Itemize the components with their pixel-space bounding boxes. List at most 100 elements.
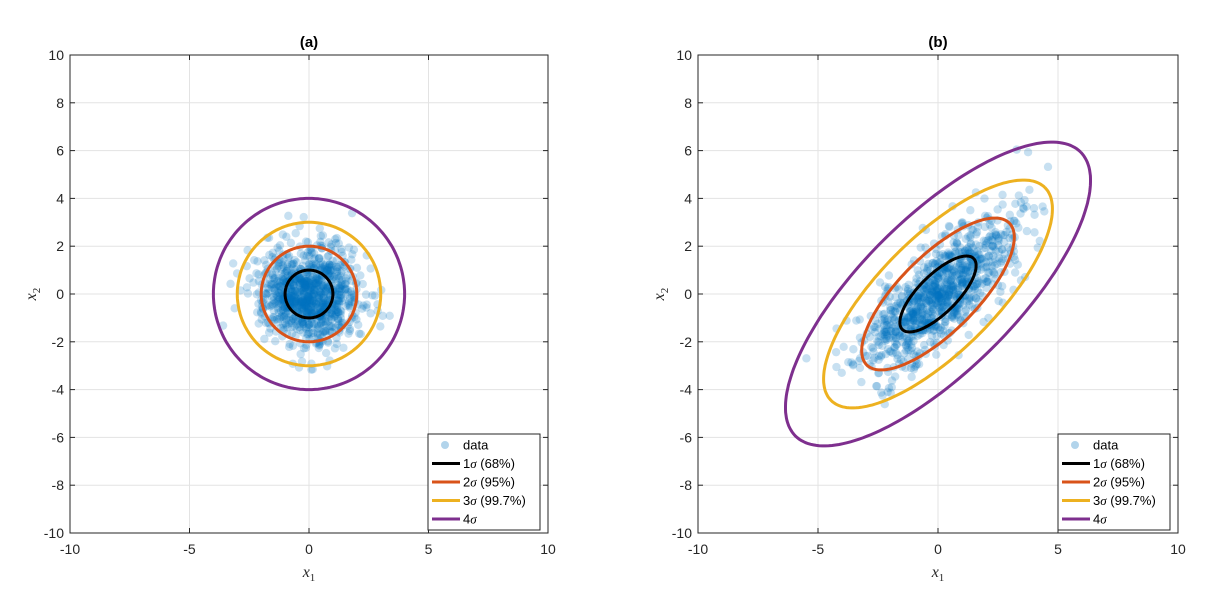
data-point: [907, 343, 917, 352]
data-point: [267, 269, 277, 278]
data-point: [900, 318, 909, 327]
y-axis-label: x2: [651, 288, 671, 302]
data-point: [943, 296, 953, 305]
data-point: [338, 280, 347, 290]
data-point: [946, 284, 956, 293]
data-point: [990, 254, 1000, 263]
data-point: [286, 284, 296, 293]
data-point: [940, 251, 949, 261]
data-point: [936, 292, 945, 302]
data-point: [328, 322, 337, 331]
data-point: [318, 281, 327, 290]
data-point: [958, 277, 968, 287]
data-point: [880, 326, 889, 335]
data-point: [952, 304, 962, 314]
data-point: [321, 317, 330, 326]
sigma-4-ellipse: [211, 196, 407, 392]
data-point: [906, 363, 916, 373]
data-point: [277, 265, 286, 274]
y-tick-label: -10: [44, 525, 64, 541]
data-point: [290, 297, 299, 307]
data-point: [937, 254, 946, 263]
data-point: [319, 317, 328, 326]
data-point: [332, 307, 341, 317]
data-point: [972, 279, 982, 289]
data-point: [317, 275, 327, 284]
data-point: [901, 283, 910, 292]
data-point: [925, 278, 934, 287]
data-point: [944, 250, 953, 259]
data-point: [920, 290, 929, 299]
data-point: [925, 290, 935, 299]
data-point: [1005, 210, 1015, 220]
data-point: [301, 300, 310, 310]
data-point: [343, 285, 352, 294]
data-point: [325, 269, 334, 278]
data-point: [872, 381, 882, 391]
data-point: [313, 325, 322, 334]
data-point: [355, 329, 364, 338]
data-point: [333, 272, 342, 281]
data-point: [295, 278, 305, 288]
data-point: [925, 295, 934, 305]
data-point: [274, 303, 283, 313]
data-point: [935, 294, 944, 303]
data-point: [303, 330, 312, 339]
data-point: [307, 308, 316, 318]
data-point: [329, 310, 338, 319]
data-point: [932, 278, 941, 287]
data-point: [268, 312, 278, 322]
data-point: [290, 282, 299, 292]
data-point: [931, 260, 940, 269]
data-point: [907, 332, 916, 341]
data-point: [952, 288, 961, 297]
data-point: [277, 295, 286, 305]
data-point: [913, 331, 922, 341]
data-point: [958, 281, 967, 290]
data-point: [1019, 203, 1028, 213]
data-point: [322, 286, 331, 295]
data-point: [335, 284, 345, 293]
data-point: [912, 305, 921, 315]
data-point: [336, 291, 345, 300]
data-point: [278, 305, 288, 314]
data-point: [297, 282, 307, 291]
data-point: [327, 260, 337, 270]
data-point: [345, 326, 355, 336]
data-point: [309, 328, 318, 338]
y-tick-label: -2: [680, 334, 693, 350]
data-point: [272, 297, 281, 307]
data-point: [847, 358, 856, 367]
data-point: [880, 327, 889, 337]
data-point: [891, 307, 900, 317]
data-point: [922, 266, 931, 276]
data-point: [277, 269, 286, 279]
data-point: [275, 281, 284, 291]
data-point: [292, 275, 301, 285]
data-point: [309, 249, 319, 258]
data-point: [994, 236, 1003, 246]
data-point: [1030, 228, 1039, 237]
y-tick-label: -6: [52, 429, 65, 445]
data-point: [920, 340, 929, 350]
data-point: [304, 298, 314, 307]
data-point: [937, 294, 946, 304]
data-point: [954, 247, 964, 257]
data-point: [337, 279, 346, 289]
data-point: [1010, 268, 1020, 277]
data-point: [299, 251, 308, 260]
data-point: [297, 275, 306, 285]
data-point: [948, 282, 957, 291]
data-point: [303, 276, 312, 285]
data-point: [947, 274, 956, 284]
data-point: [295, 325, 305, 335]
data-point: [976, 265, 986, 274]
data-point: [324, 291, 333, 300]
data-point: [324, 262, 334, 272]
data-point: [337, 296, 346, 306]
data-point: [314, 279, 323, 288]
data-point: [983, 268, 993, 277]
data-point: [296, 288, 305, 297]
data-point: [963, 273, 972, 282]
data-point: [917, 315, 927, 324]
